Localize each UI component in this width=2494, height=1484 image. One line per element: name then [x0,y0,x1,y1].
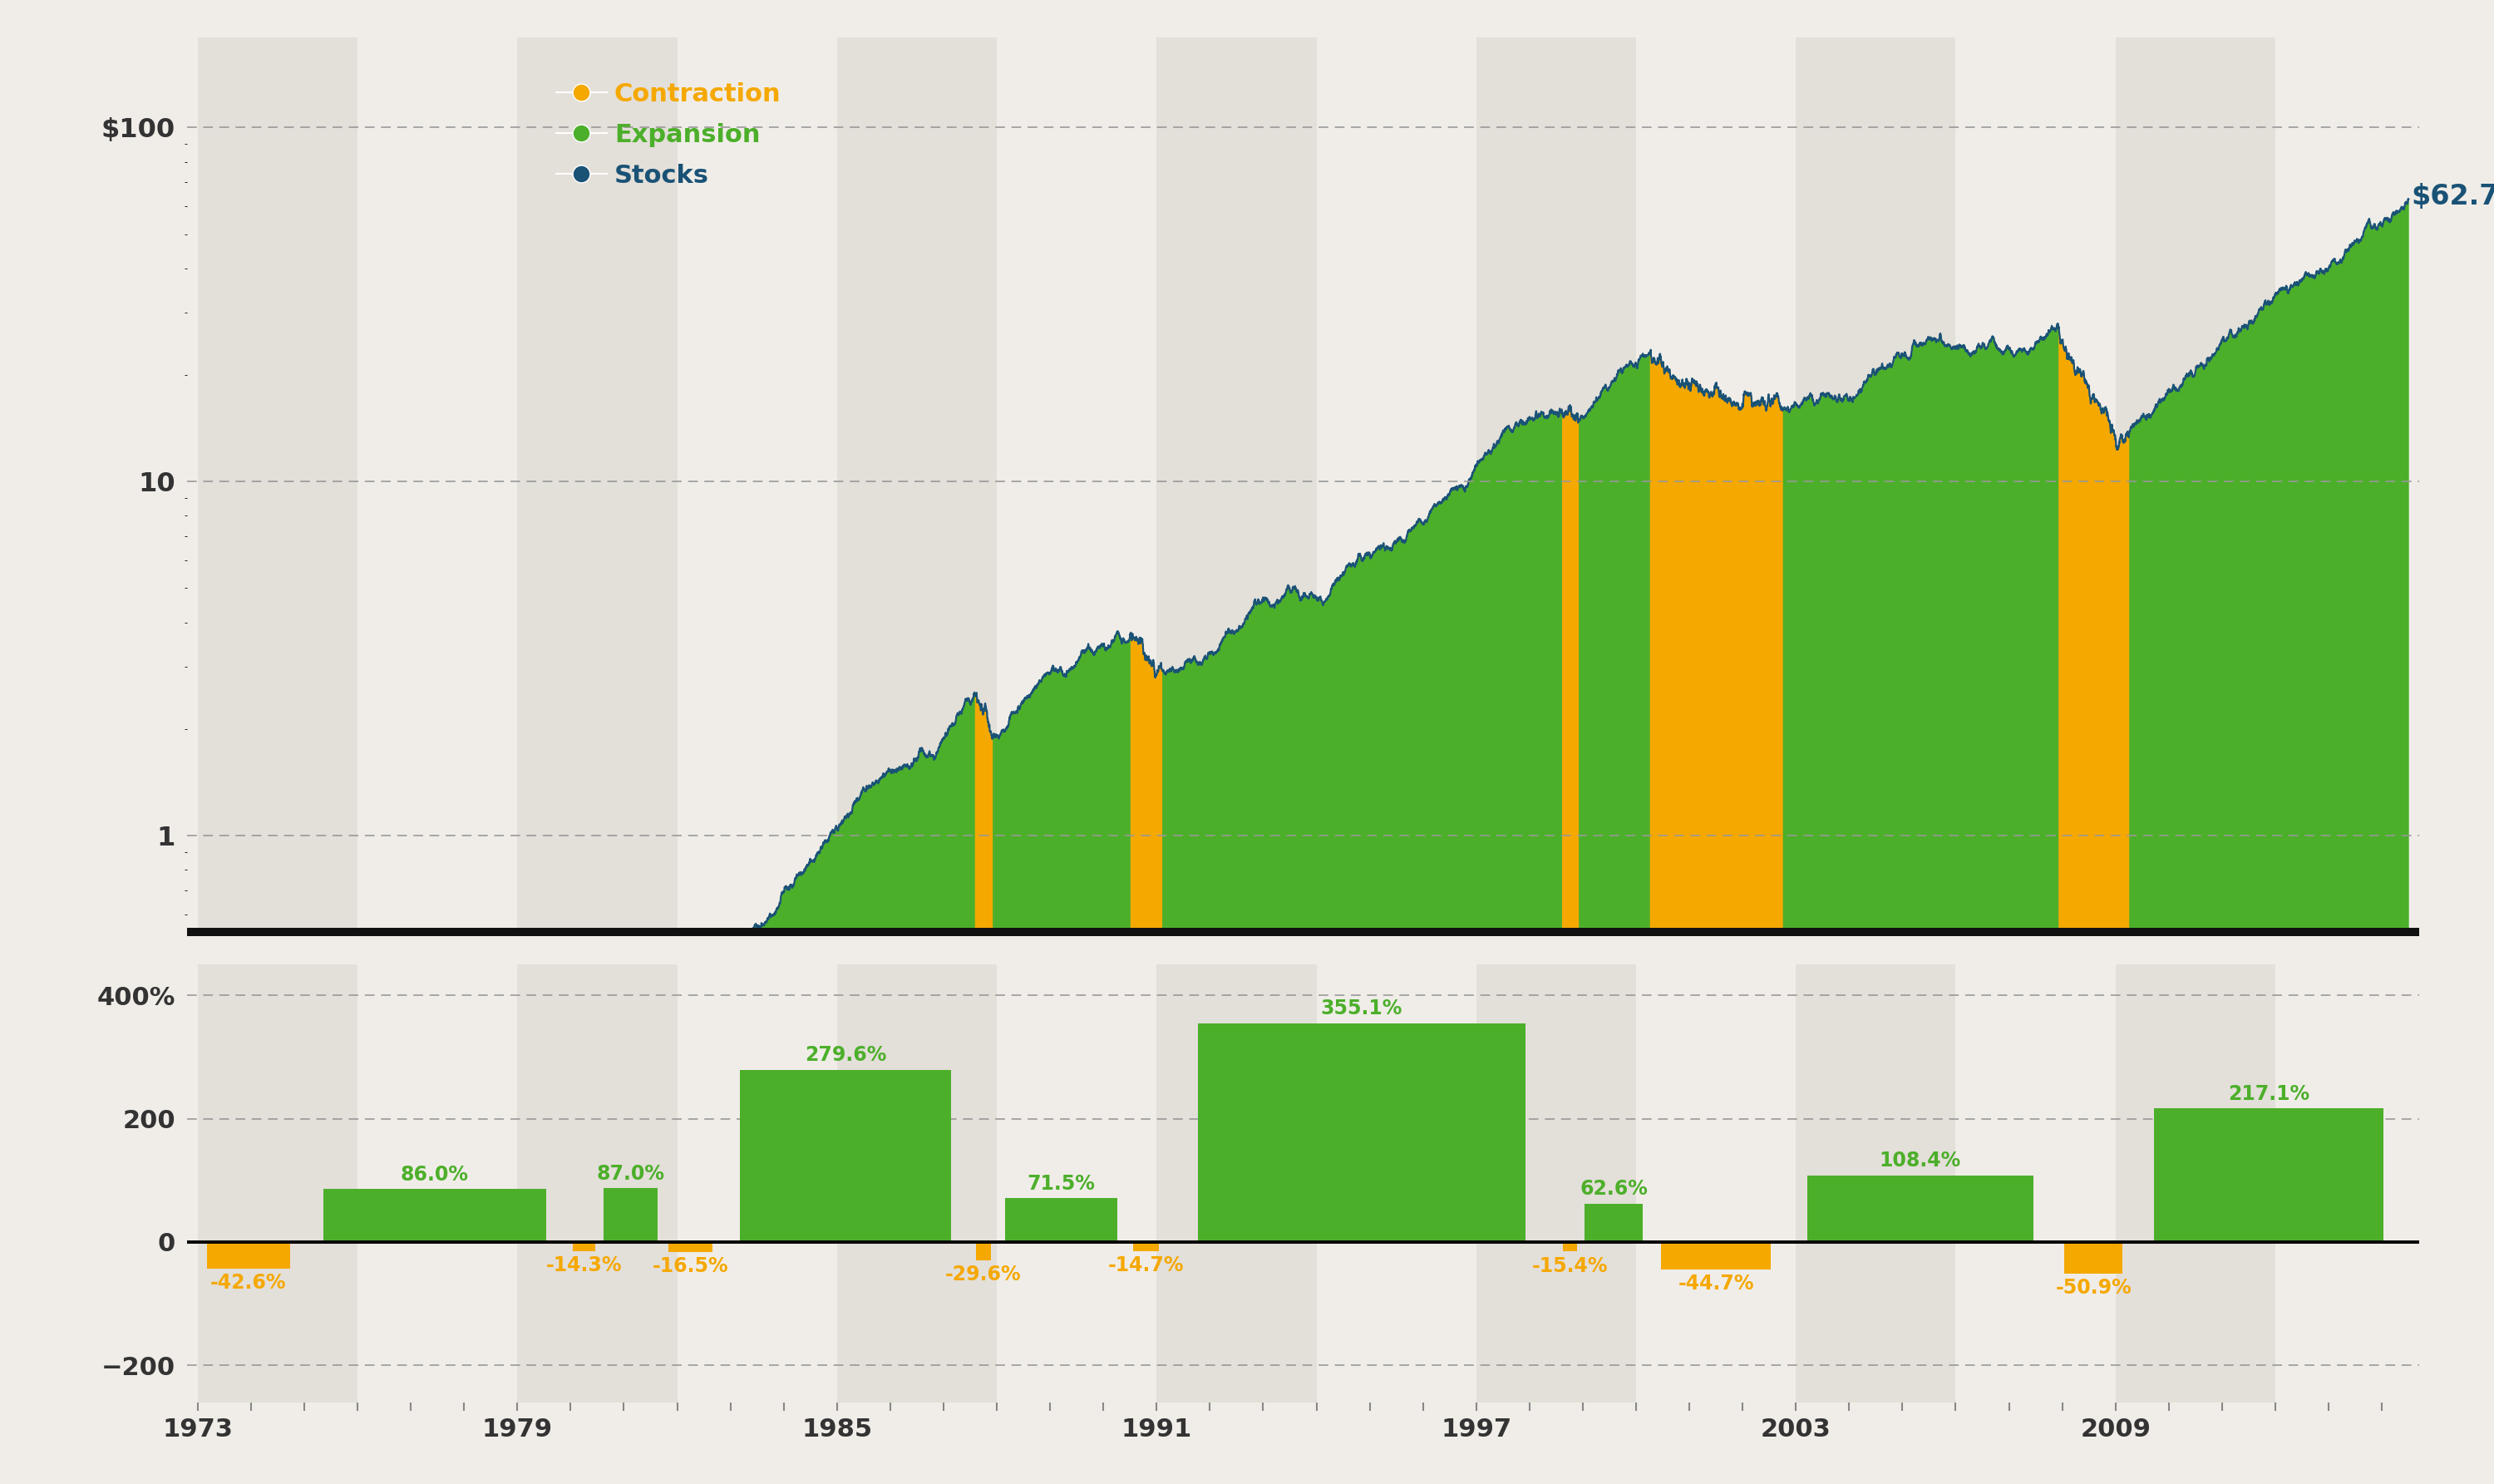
Text: $62.7: $62.7 [2412,183,2494,209]
Bar [516,965,678,1402]
Bar [1584,1204,1644,1242]
Bar [838,37,998,928]
Bar [1808,1175,2033,1242]
Bar [1157,965,1317,1402]
Bar [2155,1109,2384,1242]
Text: 87.0%: 87.0% [596,1163,663,1184]
Bar [1157,37,1317,928]
Bar [197,37,357,928]
Text: -44.7%: -44.7% [1678,1273,1753,1294]
Bar [516,37,678,928]
Text: 86.0%: 86.0% [402,1165,469,1184]
Text: 108.4%: 108.4% [1880,1152,1960,1171]
Bar [324,1189,546,1242]
Text: -16.5%: -16.5% [653,1257,728,1276]
Text: 279.6%: 279.6% [806,1045,888,1066]
Bar [2115,37,2275,928]
Bar [1796,37,1955,928]
Bar [2115,965,2275,1402]
Bar [197,965,357,1402]
Bar [741,1070,950,1242]
Text: -29.6%: -29.6% [945,1264,1023,1285]
Bar [574,1242,596,1251]
Text: 355.1%: 355.1% [1322,999,1402,1020]
Bar [207,1242,289,1269]
Text: -42.6%: -42.6% [209,1273,287,1293]
Bar [1476,37,1636,928]
Text: -14.7%: -14.7% [1107,1255,1185,1275]
Text: -50.9%: -50.9% [2055,1278,2132,1297]
Bar [668,1242,713,1252]
Bar [1005,1198,1117,1242]
Bar [975,1242,990,1260]
Bar [838,965,998,1402]
Bar [1796,965,1955,1402]
Text: -14.3%: -14.3% [546,1255,621,1275]
Bar [1564,1242,1576,1251]
Bar [1476,965,1636,1402]
Legend: Contraction, Expansion, Stocks: Contraction, Expansion, Stocks [546,73,791,197]
Text: 217.1%: 217.1% [2227,1083,2309,1104]
Text: -15.4%: -15.4% [1531,1255,1609,1276]
Bar [604,1189,658,1242]
Bar [2065,1242,2122,1273]
Bar [1132,1242,1160,1251]
Text: 62.6%: 62.6% [1579,1180,1649,1199]
Text: 71.5%: 71.5% [1028,1174,1095,1193]
Bar [1661,1242,1771,1270]
Bar [1197,1022,1526,1242]
